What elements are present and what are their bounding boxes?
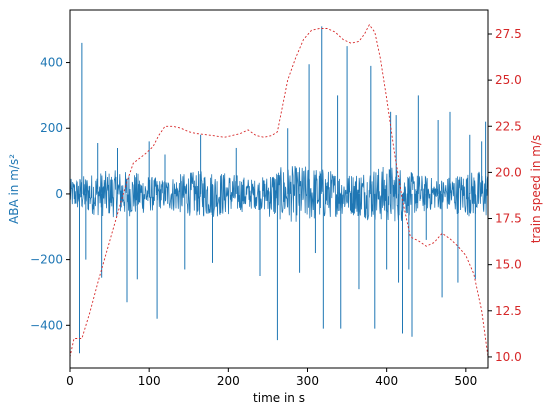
plot-frame <box>69 9 489 369</box>
left-y-axis-label: ABA in m/s² <box>7 154 21 224</box>
x-tick-label: 200 <box>217 374 240 388</box>
x-tick-label: 0 <box>66 374 74 388</box>
x-tick-label: 100 <box>138 374 161 388</box>
x-axis: 0 100 200 300 400 500 <box>66 368 477 388</box>
aba-series <box>69 26 489 354</box>
right-y-tick-label: 27.5 <box>495 27 522 41</box>
right-y-tick-label: 25.0 <box>495 73 522 87</box>
right-y-tick-label: 15.0 <box>495 258 522 272</box>
left-y-tick-label: −200 <box>30 253 63 267</box>
right-y-tick-label: 17.5 <box>495 212 522 226</box>
right-y-tick-label: 12.5 <box>495 304 522 318</box>
left-y-tick-label: 200 <box>40 121 63 135</box>
left-y-axis: 400 200 0 −200 −400 <box>30 56 70 332</box>
right-y-tick-label: 20.0 <box>495 165 522 179</box>
right-y-tick-label: 22.5 <box>495 119 522 133</box>
x-tick-label: 300 <box>296 374 319 388</box>
right-y-axis: 27.5 25.0 22.5 20.0 17.5 15.0 12.5 10.0 <box>488 27 522 364</box>
right-y-tick-label: 10.0 <box>495 350 522 364</box>
left-y-tick-label: 0 <box>55 187 63 201</box>
x-tick-label: 500 <box>454 374 477 388</box>
left-y-tick-label: 400 <box>40 56 63 70</box>
x-tick-label: 400 <box>375 374 398 388</box>
left-y-tick-label: −400 <box>30 318 63 332</box>
x-axis-label: time in s <box>253 391 305 405</box>
right-y-axis-label: train speed in m/s <box>529 135 543 244</box>
